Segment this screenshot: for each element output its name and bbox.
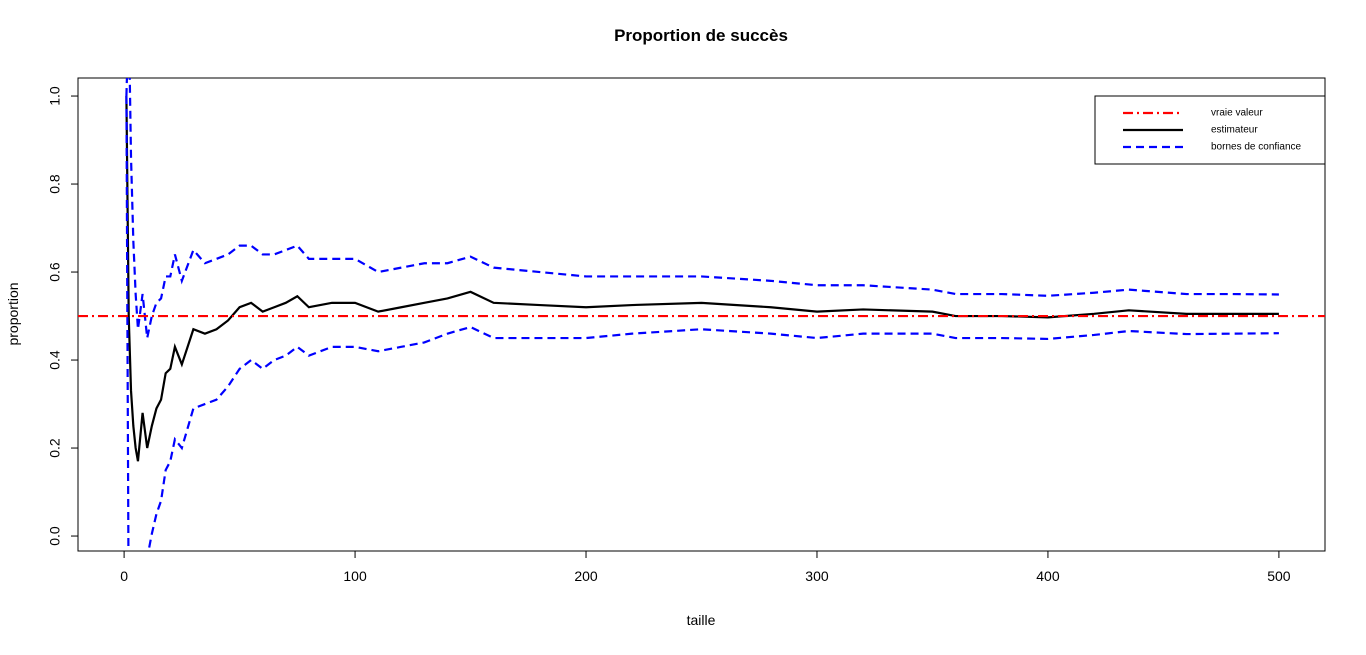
y-axis-label: proportion [5,282,21,345]
y-tick-label: 0.8 [47,174,63,194]
y-tick-label: 0.0 [47,526,63,546]
x-axis-label: taille [687,612,716,628]
x-tick-label: 100 [343,568,367,584]
legend-label: bornes de confiance [1211,142,1302,153]
x-tick-label: 500 [1267,568,1291,584]
series-line [125,78,1279,339]
y-tick-label: 0.2 [47,438,63,458]
legend-label: vraie valeur [1211,108,1263,119]
x-tick-label: 0 [120,568,128,584]
x-tick-label: 200 [574,568,598,584]
plot-area [78,78,1325,551]
x-tick-label: 400 [1036,568,1060,584]
legend-label: estimateur [1211,125,1258,136]
chart-title: Proportion de succès [614,26,788,45]
y-tick-label: 0.6 [47,262,63,282]
y-tick-label: 0.4 [47,350,63,370]
y-tick-label: 1.0 [47,86,63,106]
series-line [125,96,1279,551]
x-tick-label: 300 [805,568,829,584]
series-line [125,96,1279,462]
